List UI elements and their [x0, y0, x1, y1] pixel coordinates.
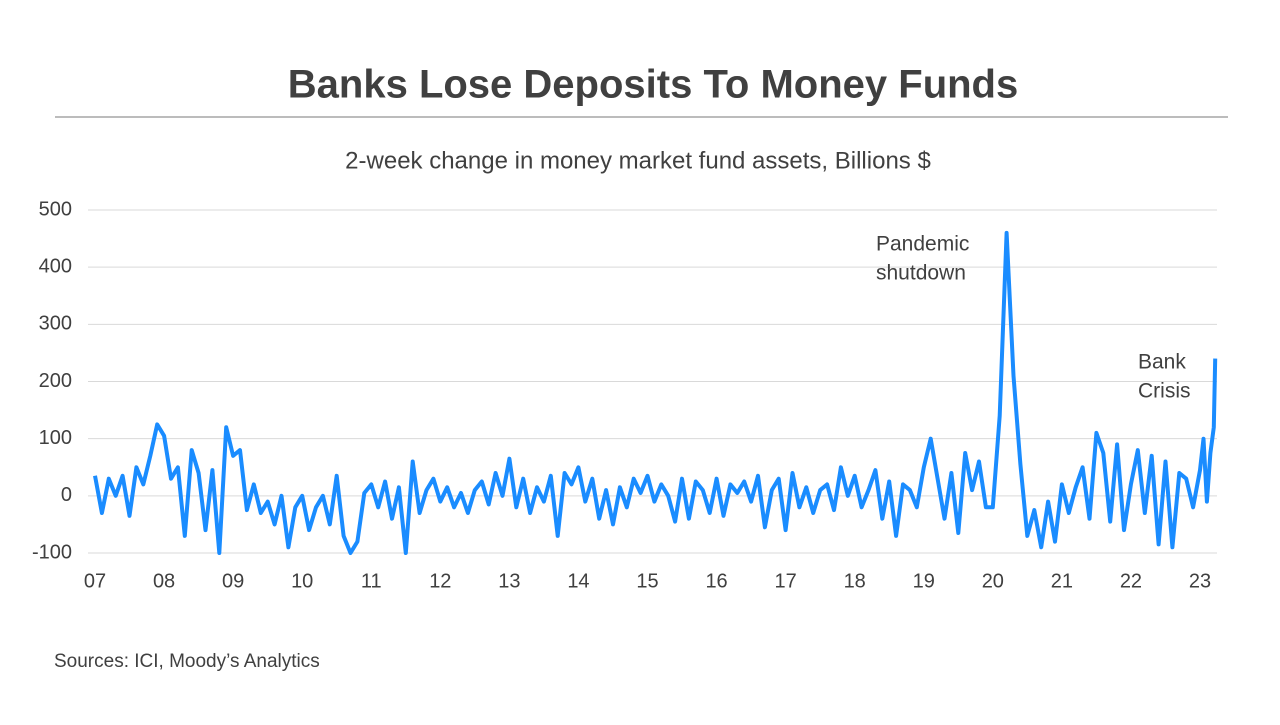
x-tick-label: 13	[498, 570, 520, 592]
data-line	[93, 230, 1218, 555]
y-tick-label: 200	[39, 370, 72, 392]
x-tick-label: 08	[153, 570, 175, 592]
y-tick-label: -100	[32, 541, 72, 563]
y-tick-label: 300	[39, 313, 72, 335]
x-tick-label: 18	[844, 570, 866, 592]
x-tick-label: 14	[567, 570, 589, 592]
annotation: Pandemic	[876, 233, 969, 256]
x-tick-label: 22	[1120, 570, 1142, 592]
x-tick-label: 11	[361, 570, 382, 592]
x-tick-label: 19	[913, 570, 935, 592]
x-tick-label: 20	[982, 570, 1004, 592]
x-tick-label: 07	[84, 570, 106, 592]
chart-subtitle: 2-week change in money market fund asset…	[345, 147, 931, 174]
x-tick-label: 21	[1051, 570, 1073, 592]
source-note: Sources: ICI, Moody’s Analytics	[54, 651, 320, 672]
annotation: Bank	[1138, 351, 1186, 374]
y-tick-label: 400	[39, 255, 72, 277]
y-tick-label: 0	[61, 484, 72, 506]
annotation: shutdown	[876, 262, 966, 285]
x-tick-label: 17	[775, 570, 797, 592]
y-tick-label: 500	[39, 198, 72, 220]
y-tick-label: 100	[39, 427, 72, 449]
x-tick-label: 16	[705, 570, 727, 592]
x-tick-label: 23	[1189, 570, 1211, 592]
chart-title: Banks Lose Deposits To Money Funds	[288, 63, 1018, 107]
x-tick-label: 09	[222, 570, 244, 592]
x-tick-label: 10	[291, 570, 313, 592]
x-tick-label: 12	[429, 570, 451, 592]
annotation: Crisis	[1138, 380, 1191, 403]
x-tick-label: 15	[636, 570, 658, 592]
